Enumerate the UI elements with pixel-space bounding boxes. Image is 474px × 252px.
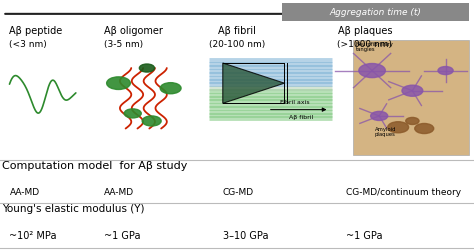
FancyBboxPatch shape (353, 40, 469, 155)
Circle shape (438, 67, 453, 75)
Text: Aβ oligomer: Aβ oligomer (104, 26, 163, 37)
Circle shape (415, 123, 434, 134)
Text: Neurofibrillary
tangles: Neurofibrillary tangles (356, 42, 393, 52)
Text: (20-100 nm): (20-100 nm) (209, 40, 265, 49)
Text: ~1 GPa: ~1 GPa (104, 231, 141, 241)
Text: Young's elastic modulus (Y): Young's elastic modulus (Y) (2, 204, 145, 214)
Text: Fibril axis: Fibril axis (280, 100, 310, 105)
Circle shape (160, 83, 181, 94)
FancyBboxPatch shape (282, 3, 469, 21)
Text: CG-MD/continuum theory: CG-MD/continuum theory (346, 188, 461, 197)
Text: Aggregation time (t): Aggregation time (t) (330, 8, 421, 17)
Text: (3-5 nm): (3-5 nm) (104, 40, 144, 49)
Polygon shape (223, 63, 284, 103)
Text: (>1000 nm): (>1000 nm) (337, 40, 392, 49)
Text: ~10² MPa: ~10² MPa (9, 231, 57, 241)
Text: Aβ fibril: Aβ fibril (218, 26, 256, 37)
Text: CG-MD: CG-MD (223, 188, 254, 197)
Text: Aβ peptide: Aβ peptide (9, 26, 63, 37)
Circle shape (388, 122, 409, 133)
Text: 3–10 GPa: 3–10 GPa (223, 231, 268, 241)
Circle shape (139, 64, 155, 72)
Circle shape (142, 116, 161, 126)
Circle shape (359, 64, 385, 78)
Text: Aβ fibril: Aβ fibril (289, 115, 313, 120)
Circle shape (107, 77, 130, 89)
Circle shape (402, 85, 423, 96)
Circle shape (406, 117, 419, 124)
Circle shape (371, 111, 388, 120)
Text: AA-MD: AA-MD (104, 188, 135, 197)
Text: ~1 GPa: ~1 GPa (346, 231, 383, 241)
Text: Computation model  for Aβ study: Computation model for Aβ study (2, 161, 188, 171)
Text: Aβ plaques: Aβ plaques (338, 26, 392, 37)
Text: AA-MD: AA-MD (9, 188, 40, 197)
Text: (<3 nm): (<3 nm) (9, 40, 47, 49)
Text: Amyloid
plaques: Amyloid plaques (374, 127, 396, 137)
Circle shape (124, 109, 141, 118)
